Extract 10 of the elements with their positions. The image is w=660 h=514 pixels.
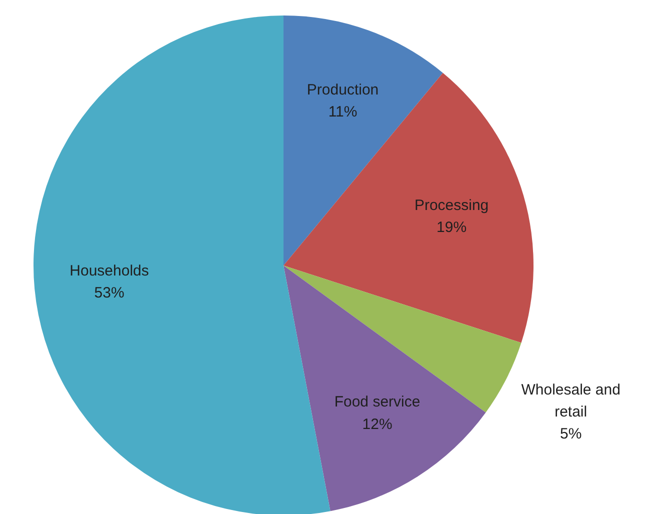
data-label: 5% [560,426,582,443]
slice-label: Households [70,262,149,280]
data-label: 53% [94,284,124,302]
data-label: 11% [328,103,358,120]
data-label: 12% [362,416,392,433]
slice-label: Wholesale and retail [521,381,620,420]
slice-label: Food service [334,394,420,411]
data-label: 19% [436,219,467,236]
slice-label: Production [306,81,379,98]
slice-label: Processing [414,197,489,214]
